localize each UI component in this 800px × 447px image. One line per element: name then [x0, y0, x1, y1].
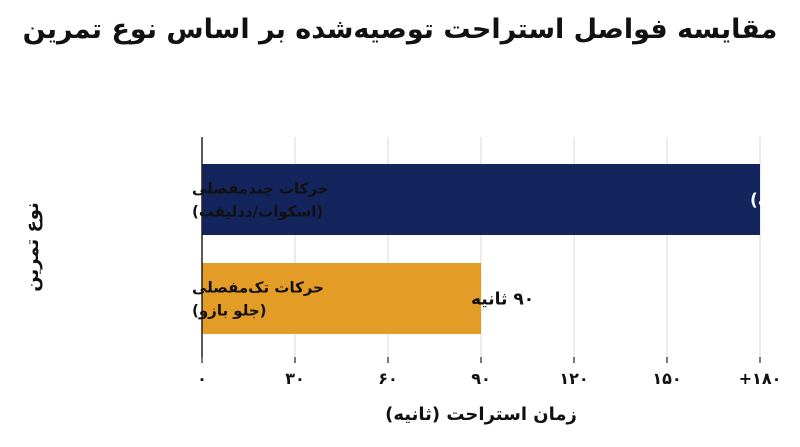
y-axis-label: نوع تمرین — [22, 202, 43, 292]
axes — [201, 137, 761, 363]
category-label-line1: حرکات تک‌مفصلی — [192, 279, 324, 297]
category-label-line2: (اسکوات/ددلیفت) — [192, 203, 323, 221]
x-tick-label: ۱۵۰ — [652, 369, 681, 388]
x-tick-label: ۱۲۰ — [559, 369, 588, 388]
bar — [202, 164, 760, 235]
labels: ۰ ۳۰ ۶۰ ۹۰ ۱۲۰ ۱۵۰ +۱۸۰ ۲-۳+ دقیقه (۱۲۰-۱۸۰+ ثا… — [22, 180, 800, 426]
category-label-line1: حرکات چندمفصلی — [192, 180, 329, 199]
bar-data-label: ۲-۳+ دقیقه (۱۲۰-۱۸۰+ ثانیه) — [750, 191, 800, 211]
bars — [202, 164, 760, 334]
chart-title: مقایسه فواصل استراحت توصیه‌شده بر اساس ن… — [22, 14, 778, 45]
x-tick-label: ۹۰ — [471, 369, 491, 388]
x-tick-label: ۳۰ — [285, 369, 305, 388]
bar-data-label: ۹۰ ثانیه — [471, 290, 534, 310]
x-axis-label: زمان استراحت (ثانیه) — [385, 404, 577, 425]
x-tick-label: ۰ — [197, 369, 207, 388]
x-tick-label: +۱۸۰ — [739, 369, 782, 388]
bar — [202, 263, 481, 334]
x-tick-label: ۶۰ — [378, 369, 398, 388]
category-label-line2: (جلو بازو) — [192, 302, 267, 320]
